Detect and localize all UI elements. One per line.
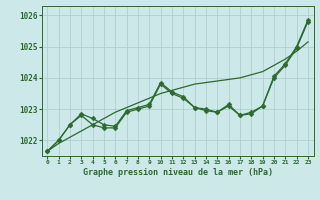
X-axis label: Graphe pression niveau de la mer (hPa): Graphe pression niveau de la mer (hPa) bbox=[83, 168, 273, 177]
